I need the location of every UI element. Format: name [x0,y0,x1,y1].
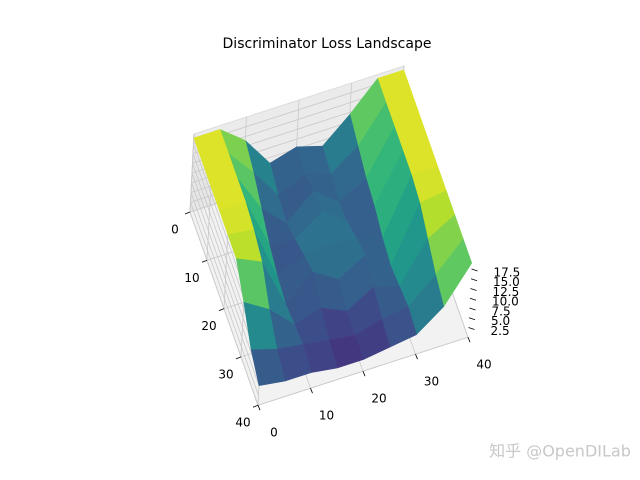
x-tick-label: 20 [201,319,216,333]
y-tick-label: 0 [270,426,278,440]
z-tick-label: 5.0 [491,314,510,328]
grid-line [191,182,260,377]
x-tick-label: 40 [235,416,250,430]
tick-mark [469,307,476,311]
tick-mark [362,371,366,377]
y-tick-label: 30 [424,375,439,389]
tick-mark [471,268,478,272]
x-tick-label: 0 [171,223,179,237]
z-tick-label: 2.5 [491,324,510,338]
x-tick-label: 10 [184,271,199,285]
tick-mark [468,317,476,321]
tick-mark [469,297,477,301]
grid-line [190,202,259,396]
y-tick-label: 10 [319,409,334,423]
tick-mark [470,288,477,291]
tick-mark [310,388,313,394]
tick-mark [184,211,191,215]
z-tick-label: 10.0 [492,295,519,309]
tick-mark [218,308,225,311]
x-tick-label: 30 [218,367,233,381]
grid-line [193,75,404,145]
z-tick-label: 15.0 [493,275,520,289]
z-tick-label: 12.5 [493,285,520,299]
tick-mark [467,337,471,343]
tick-mark [201,259,208,263]
y-tick-label: 20 [371,392,386,406]
tick-mark [415,354,418,360]
tick-mark [470,278,478,282]
tick-mark [235,356,242,360]
tick-mark [252,404,259,408]
chart-title: Discriminator Loss Landscape [223,36,432,52]
z-tick-label: 17.5 [494,265,521,279]
surface-cell [250,348,286,386]
surface [193,69,473,386]
grid-line [190,192,260,386]
watermark: 知乎 @OpenDILab [489,442,631,461]
tick-mark [257,405,261,411]
y-tick-label: 40 [476,358,491,372]
tick-mark [468,327,475,330]
z-tick-label: 7.5 [492,304,511,318]
